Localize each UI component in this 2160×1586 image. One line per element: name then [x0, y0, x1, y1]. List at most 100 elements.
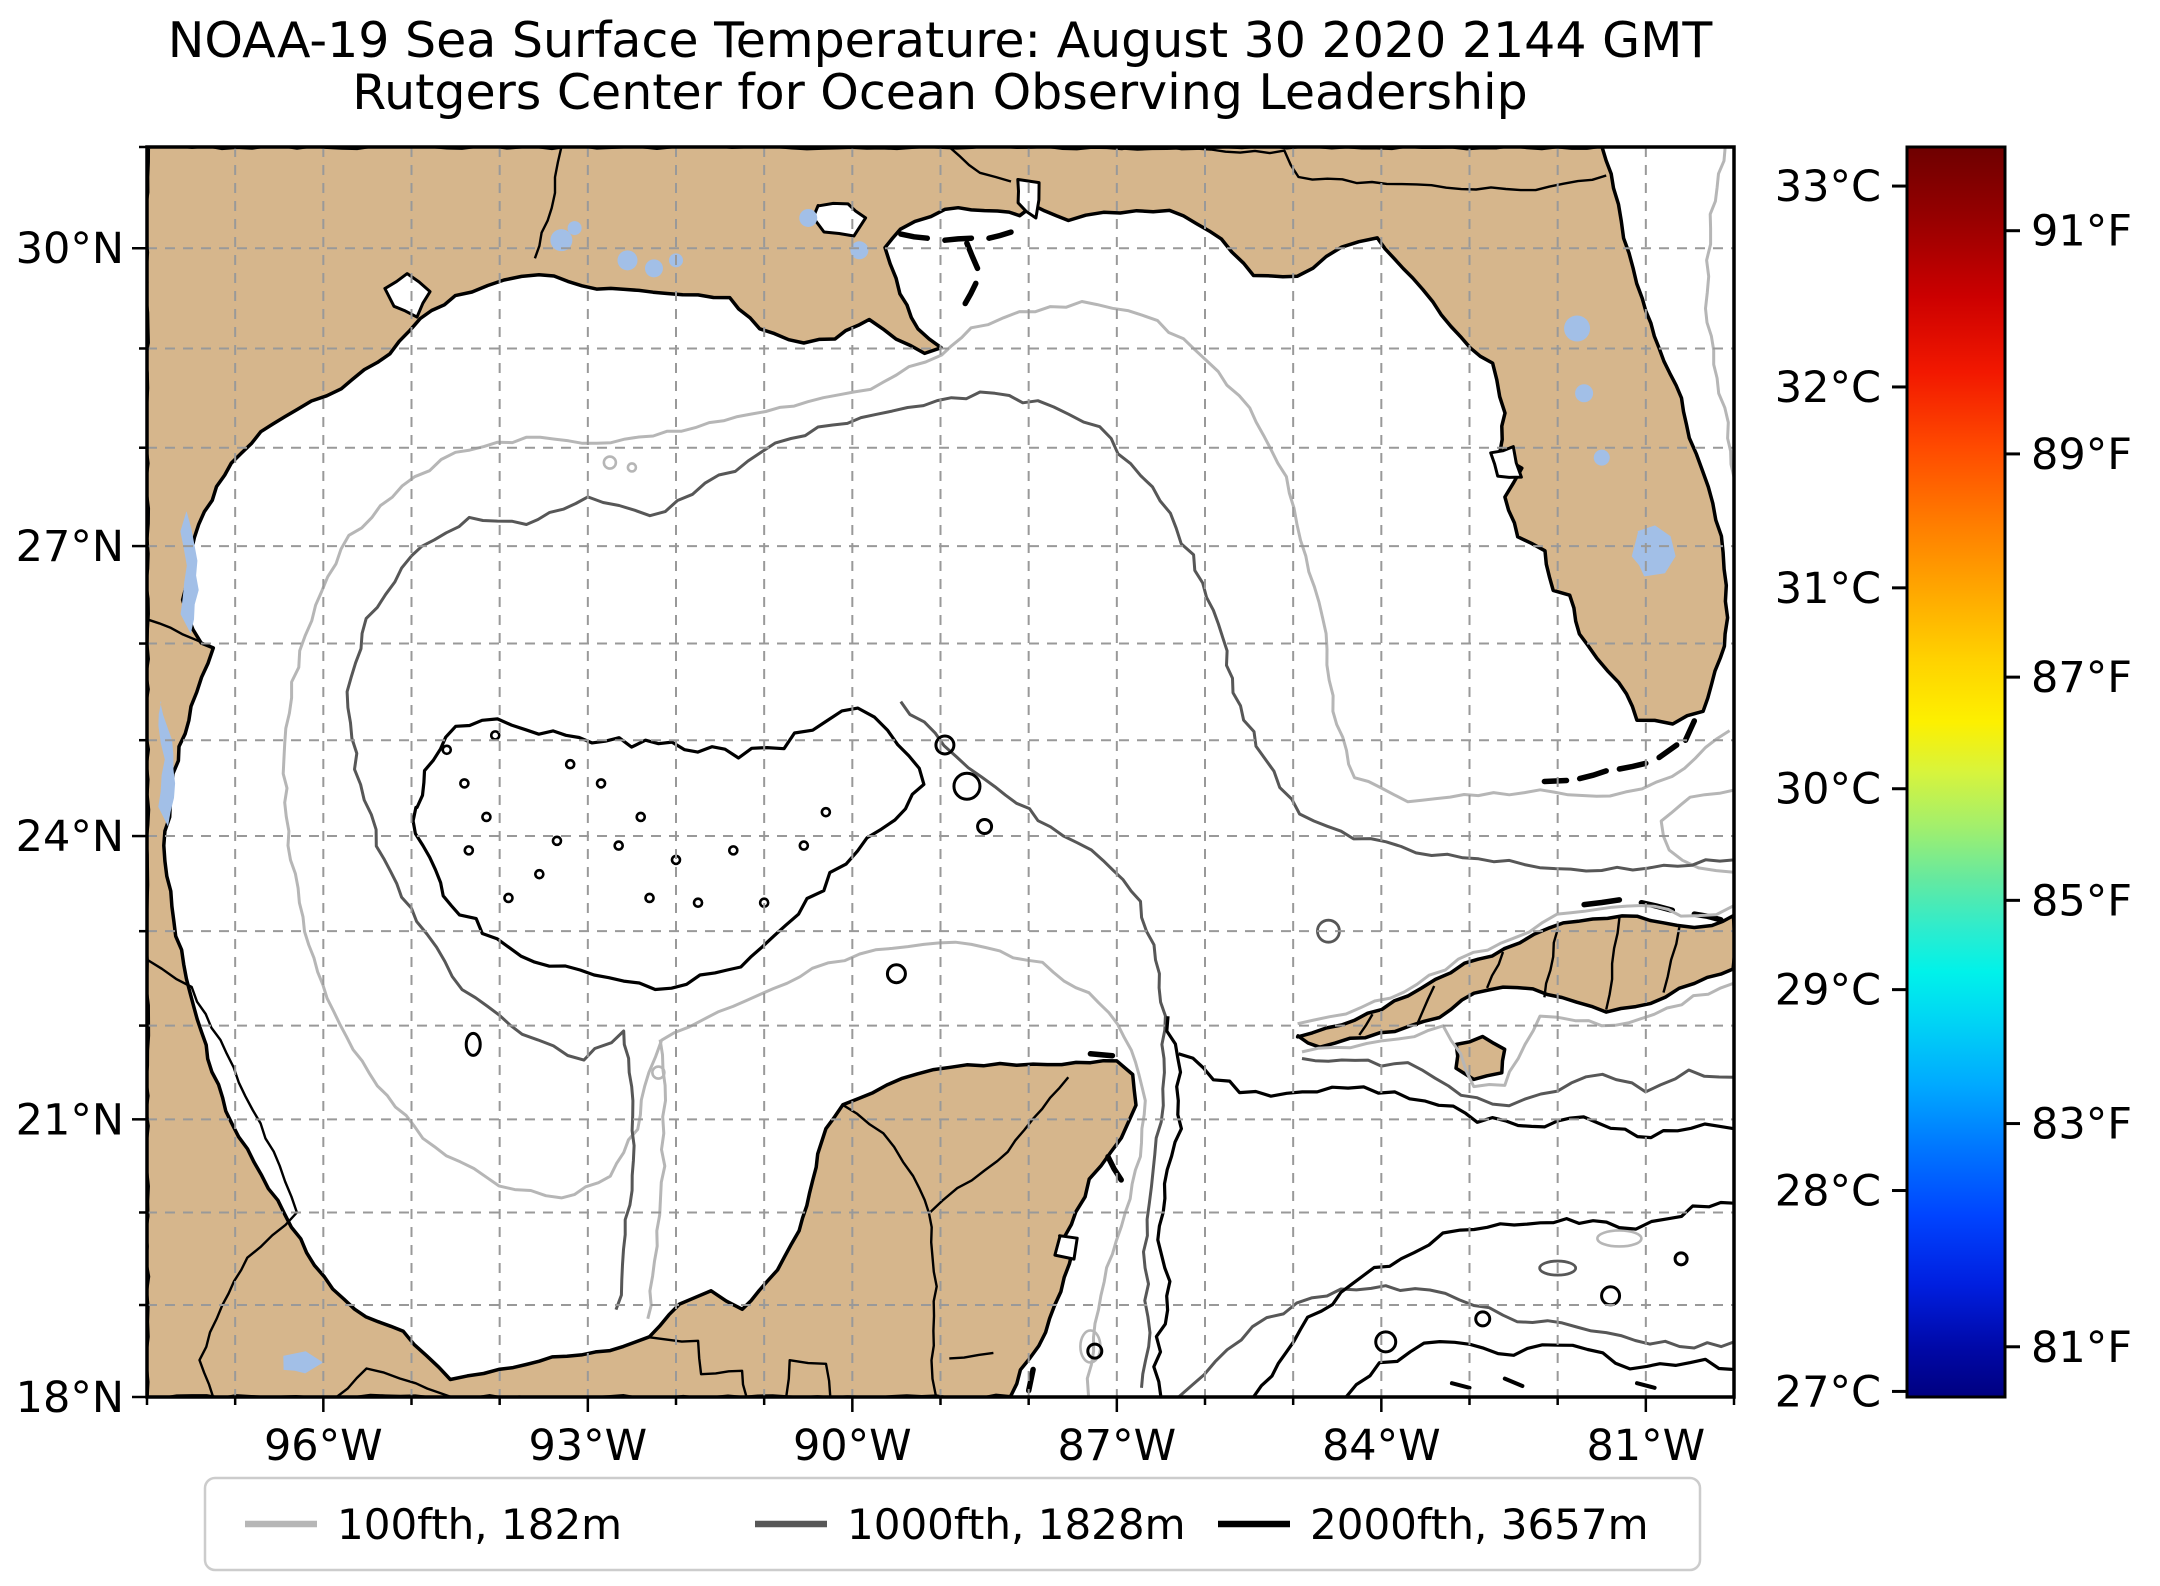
lake-alvarado-lagoon	[283, 1351, 324, 1374]
x-axis: 96°W 93°W 90°W 87°W 84°W 81°W	[145, 1397, 1736, 1471]
contour-2000fth-speck	[798, 840, 810, 851]
border-cuba-2	[1415, 985, 1436, 1027]
contour-2000fth-speck	[551, 835, 563, 847]
x-tick-label: 96°W	[264, 1421, 383, 1471]
contour-2000fth-speck	[459, 778, 470, 789]
contour-2000fth-dash	[1502, 1376, 1525, 1388]
contour-2000fth-speck	[692, 897, 704, 909]
contour-2000fth-ring	[885, 963, 907, 985]
y-tick-label: 30°N	[16, 224, 124, 274]
border-fl-ga	[1063, 147, 1607, 192]
lake-okeechobee	[1631, 525, 1676, 577]
calcasieu-lake	[550, 229, 573, 252]
border-tx-la	[533, 147, 563, 259]
contour-2000fth-speck	[613, 840, 624, 851]
y-tick-label: 24°N	[16, 812, 124, 862]
island-dash	[964, 240, 981, 272]
contour-2000fth-basin-loop	[411, 706, 926, 992]
grand-lake	[617, 250, 638, 271]
border-mx-state-3	[335, 1367, 452, 1397]
colorbar-gradient	[1905, 145, 2007, 1399]
sabine-lake	[567, 221, 582, 236]
border-mx-state-2	[198, 1211, 298, 1397]
contour-1000fth-north-loop	[410, 390, 1734, 873]
legend-label-1: 100fth, 182m	[337, 1500, 622, 1549]
colorbar-celsius-label: 28°C	[1775, 1167, 1881, 1217]
colorbar-celsius-label: 29°C	[1775, 966, 1881, 1016]
colorbar-fahrenheit-label: 87°F	[2031, 653, 2132, 703]
colorbar-fahrenheit-label: 81°F	[2031, 1323, 2132, 1373]
legend-label-2: 1000fth, 1828m	[847, 1500, 1186, 1549]
lake-borgne	[850, 241, 869, 260]
contour-100fth-ring	[651, 1065, 666, 1080]
contour-2000fth-cuba-south	[1178, 1052, 1734, 1140]
contour-2000fth-ring	[1086, 1342, 1104, 1360]
landmass-isla-juventud	[1454, 1034, 1507, 1082]
border-us-mexico	[147, 618, 214, 650]
contour-2000fth-ring	[1673, 1251, 1689, 1267]
tampa-bay	[1489, 445, 1523, 479]
colorbar-fahrenheit-label: 89°F	[2031, 430, 2132, 480]
colorbar-celsius-label: 32°C	[1775, 363, 1881, 413]
border-cuba-4	[1543, 928, 1559, 998]
title-line-1: NOAA-19 Sea Surface Temperature: August …	[168, 12, 1714, 69]
contour-1000fth-caribbean	[1177, 1284, 1734, 1397]
border-cuba-1	[1358, 1013, 1374, 1036]
x-tick-label: 81°W	[1586, 1421, 1705, 1471]
island-dash	[962, 280, 979, 307]
contour-1000fth-escarpment	[899, 700, 1167, 1388]
contour-100fth-campeche-west	[646, 1039, 667, 1320]
lake-george	[1564, 315, 1591, 342]
y-tick-label: 18°N	[16, 1373, 124, 1423]
island-dash	[1576, 768, 1609, 782]
contour-2000fth-dash	[1449, 1381, 1472, 1390]
island-dash	[1616, 760, 1649, 772]
island-dash	[1105, 1153, 1124, 1183]
colorbar-fahrenheit-label: 83°F	[2031, 1100, 2132, 1150]
border-yucatan-1	[842, 1104, 938, 1397]
contour-2000fth-speck	[564, 758, 576, 770]
ascension-bay	[1053, 1234, 1079, 1261]
contour-1000fth-cuba-south	[1301, 1057, 1734, 1108]
contour-2000fth-speck	[728, 845, 739, 856]
contour-2000fth-speck	[644, 892, 655, 904]
island-dash	[986, 229, 1014, 241]
title-line-2: Rutgers Center for Ocean Observing Leade…	[352, 64, 1528, 121]
y-tick-label: 27°N	[16, 522, 124, 572]
fl-lake-2	[1593, 449, 1610, 466]
legend-box	[203, 1476, 1702, 1572]
colorbar-fahrenheit-label: 91°F	[2031, 207, 2132, 257]
galveston-bay	[383, 272, 432, 319]
colorbar-celsius-label: 30°C	[1775, 765, 1881, 815]
border-mx-state-1	[147, 958, 299, 1213]
mobile-bay	[1016, 178, 1041, 220]
contour-2000fth-dash	[1635, 1381, 1657, 1390]
colorbar-celsius-label: 33°C	[1775, 162, 1881, 212]
lake-maurepas	[799, 208, 818, 227]
map-area	[147, 147, 1734, 1397]
island-dash	[1541, 777, 1570, 785]
border-cuba-6	[1662, 927, 1681, 993]
contour-2000fth-ring	[952, 771, 982, 801]
border-campeche-s	[785, 1359, 832, 1397]
contour-100fth-ring	[602, 455, 618, 470]
contour-2000fth-yucatan-channel	[1152, 1016, 1183, 1397]
contour-100fth-ring	[1596, 1229, 1643, 1248]
contour-2000fth-ring	[976, 817, 994, 835]
contour-2000fth-speck	[463, 845, 475, 856]
border-ms-al	[948, 147, 1012, 183]
island-dash	[1682, 718, 1698, 743]
colorbar-celsius-label: 31°C	[1775, 564, 1881, 614]
contour-100fth-ring	[626, 462, 638, 473]
island-dash	[1025, 1366, 1036, 1394]
white-lake	[644, 259, 663, 278]
fl-lake-1	[1575, 384, 1594, 403]
island-dash	[942, 235, 975, 243]
x-tick-label: 84°W	[1322, 1421, 1441, 1471]
border-yucatan-2	[929, 1076, 1070, 1214]
contour-2000fth-speck	[595, 778, 607, 789]
border-cuba-3	[1485, 951, 1505, 989]
contour-2000fth-ring	[1474, 1310, 1492, 1328]
